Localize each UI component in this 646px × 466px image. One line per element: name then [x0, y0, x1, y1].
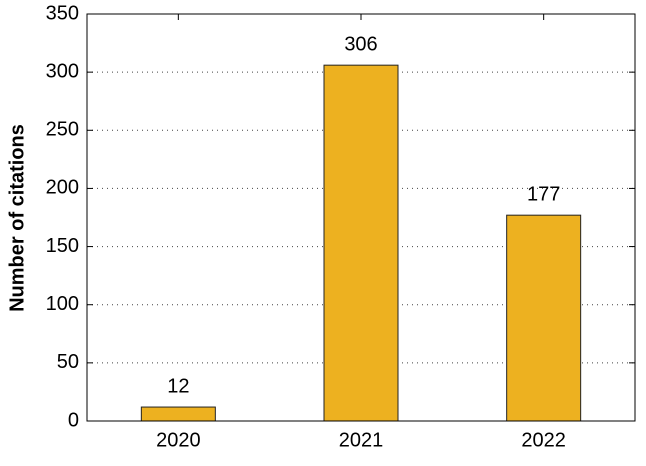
data-label: 12: [167, 375, 189, 397]
y-tick-label: 150: [46, 235, 79, 257]
x-tick-label: 2021: [339, 429, 384, 451]
y-tick-label: 200: [46, 177, 79, 199]
y-tick-label: 50: [57, 351, 79, 373]
y-tick-label: 0: [68, 409, 79, 431]
y-tick-label: 100: [46, 293, 79, 315]
bar: [140, 406, 216, 422]
y-axis-label: Number of citations: [6, 124, 28, 312]
x-tick-label: 2020: [156, 429, 201, 451]
data-label: 306: [344, 33, 377, 55]
y-tick-label: 300: [46, 60, 79, 82]
plot-frame: [86, 13, 636, 422]
y-tick-label: 350: [46, 2, 79, 24]
x-tick-label: 2022: [521, 429, 566, 451]
bar: [323, 64, 399, 422]
data-label: 177: [527, 183, 560, 205]
bar: [506, 214, 582, 422]
y-tick-label: 250: [46, 119, 79, 141]
